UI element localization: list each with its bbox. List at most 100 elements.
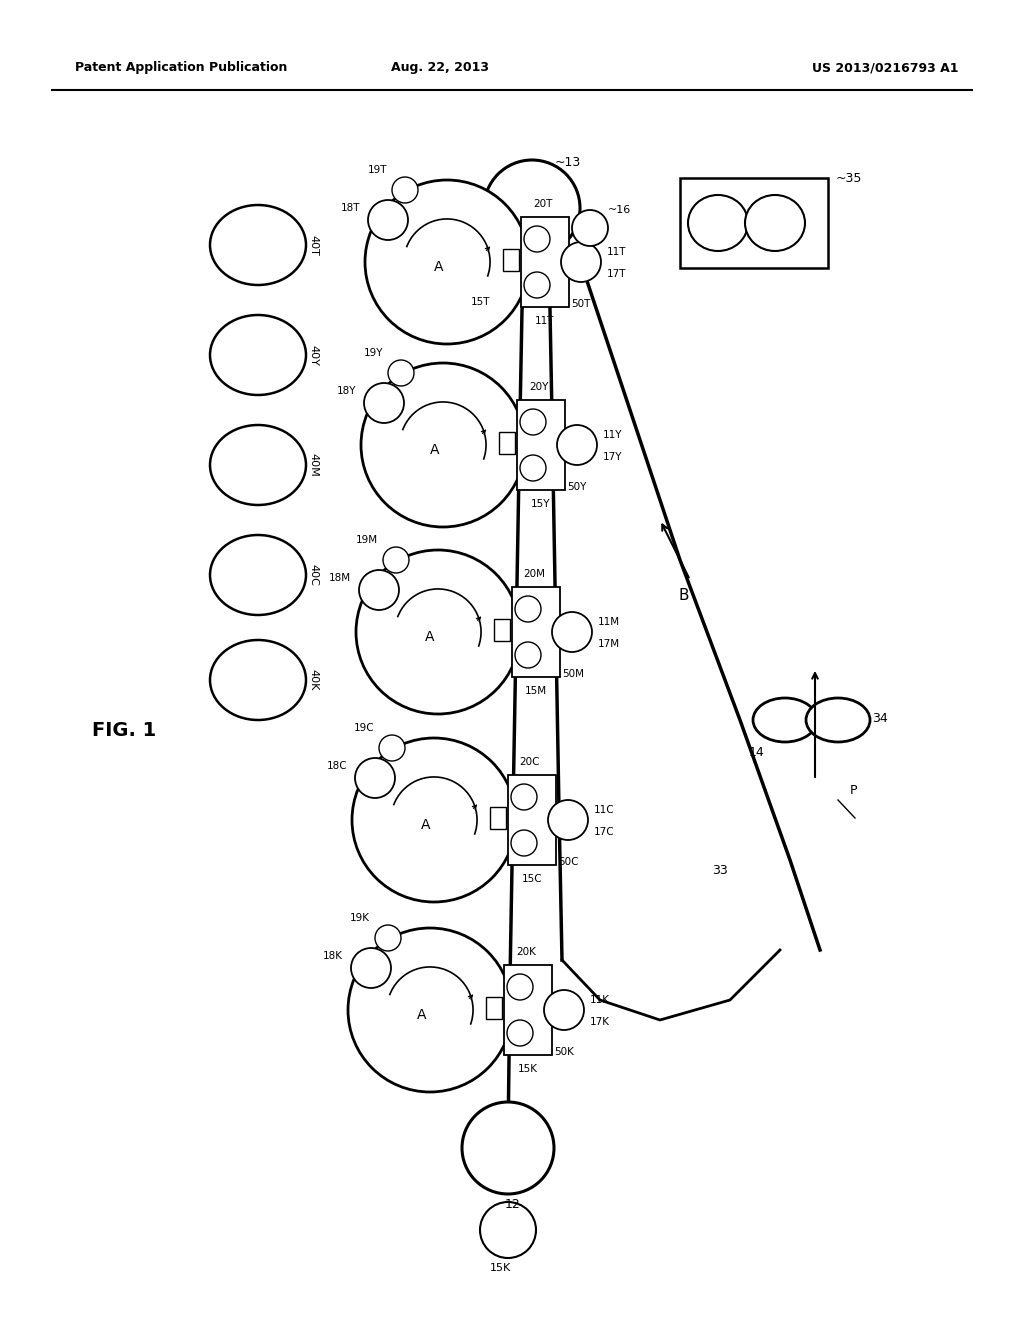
Circle shape	[511, 830, 537, 855]
Text: ~35: ~35	[836, 172, 862, 185]
Text: 20Y: 20Y	[529, 381, 549, 392]
Bar	[504, 965, 552, 1055]
Circle shape	[379, 735, 406, 762]
Ellipse shape	[210, 315, 306, 395]
Bar	[512, 587, 560, 677]
Ellipse shape	[806, 698, 870, 742]
Text: 15M: 15M	[525, 686, 547, 696]
Ellipse shape	[745, 195, 805, 251]
Bar	[494, 619, 510, 642]
Circle shape	[383, 546, 409, 573]
Text: 20C: 20C	[520, 756, 541, 767]
Text: 19K: 19K	[350, 913, 370, 923]
Circle shape	[368, 201, 408, 240]
Text: 18M: 18M	[329, 573, 351, 583]
Bar	[517, 400, 565, 490]
Circle shape	[484, 160, 580, 256]
Text: 15Y: 15Y	[531, 499, 551, 510]
Text: 40T: 40T	[308, 235, 318, 256]
Text: A: A	[434, 260, 443, 275]
Text: 18Y: 18Y	[337, 385, 356, 396]
Text: A: A	[425, 630, 435, 644]
Ellipse shape	[210, 205, 306, 285]
Circle shape	[548, 800, 588, 840]
Text: 17C: 17C	[594, 828, 614, 837]
Bar	[508, 775, 556, 865]
Text: ~16: ~16	[608, 205, 631, 215]
Text: 50T: 50T	[571, 300, 591, 309]
Bar	[503, 249, 519, 271]
Circle shape	[351, 948, 391, 987]
Text: 50K: 50K	[554, 1047, 573, 1057]
Circle shape	[352, 738, 516, 902]
Circle shape	[462, 1102, 554, 1195]
Circle shape	[557, 425, 597, 465]
Text: 50Y: 50Y	[567, 482, 587, 492]
Circle shape	[524, 226, 550, 252]
Text: 33: 33	[712, 863, 728, 876]
Bar	[680, 178, 828, 268]
Text: 50M: 50M	[562, 669, 584, 678]
Text: 17K: 17K	[590, 1016, 610, 1027]
Circle shape	[361, 363, 525, 527]
Circle shape	[480, 1203, 536, 1258]
Text: 20K: 20K	[516, 946, 536, 957]
Bar	[521, 216, 569, 308]
Text: Patent Application Publication: Patent Application Publication	[75, 62, 288, 74]
Text: 19T: 19T	[368, 165, 387, 176]
Text: 14: 14	[749, 746, 764, 759]
Text: 15T: 15T	[470, 297, 490, 308]
Circle shape	[355, 758, 395, 799]
Text: Aug. 22, 2013: Aug. 22, 2013	[391, 62, 489, 74]
Text: 40M: 40M	[308, 453, 318, 477]
Circle shape	[520, 409, 546, 436]
Text: 15K: 15K	[490, 1263, 511, 1272]
Text: 40Y: 40Y	[308, 345, 318, 366]
Text: 11K: 11K	[590, 995, 610, 1005]
Circle shape	[520, 455, 546, 480]
Circle shape	[348, 928, 512, 1092]
Circle shape	[544, 990, 584, 1030]
Text: A: A	[421, 818, 431, 832]
Ellipse shape	[210, 640, 306, 719]
Ellipse shape	[210, 535, 306, 615]
Text: 40C: 40C	[308, 564, 318, 586]
Bar	[486, 997, 502, 1019]
Circle shape	[561, 242, 601, 282]
Bar	[490, 807, 506, 829]
Text: 18C: 18C	[327, 762, 347, 771]
Text: 11M: 11M	[598, 616, 621, 627]
Text: A: A	[417, 1008, 427, 1022]
Ellipse shape	[753, 698, 817, 742]
Circle shape	[552, 612, 592, 652]
Circle shape	[511, 784, 537, 810]
Text: 34: 34	[872, 711, 888, 725]
Bar	[499, 432, 515, 454]
Text: 19C: 19C	[353, 723, 374, 733]
Text: 19M: 19M	[356, 535, 378, 545]
Text: 17M: 17M	[598, 639, 621, 649]
Circle shape	[365, 180, 529, 345]
Circle shape	[375, 925, 401, 950]
Text: 40K: 40K	[308, 669, 318, 690]
Text: 19Y: 19Y	[364, 348, 383, 358]
Text: 20T: 20T	[534, 199, 553, 209]
Text: ~13: ~13	[555, 156, 582, 169]
Text: 11Y: 11Y	[603, 430, 623, 440]
Text: 11T: 11T	[607, 247, 627, 257]
Text: 18T: 18T	[341, 203, 360, 213]
Text: 15K: 15K	[518, 1064, 538, 1074]
Text: 17Y: 17Y	[603, 451, 623, 462]
Text: 18K: 18K	[323, 950, 343, 961]
Circle shape	[388, 360, 414, 385]
Circle shape	[364, 383, 404, 422]
Text: P: P	[850, 784, 857, 796]
Text: 12: 12	[505, 1199, 521, 1212]
Text: 15C: 15C	[521, 874, 543, 884]
Circle shape	[392, 177, 418, 203]
Text: FIG. 1: FIG. 1	[92, 721, 157, 739]
Circle shape	[507, 1020, 534, 1045]
Circle shape	[515, 597, 541, 622]
Text: 11C: 11C	[594, 805, 614, 814]
Text: 50C: 50C	[558, 857, 579, 867]
